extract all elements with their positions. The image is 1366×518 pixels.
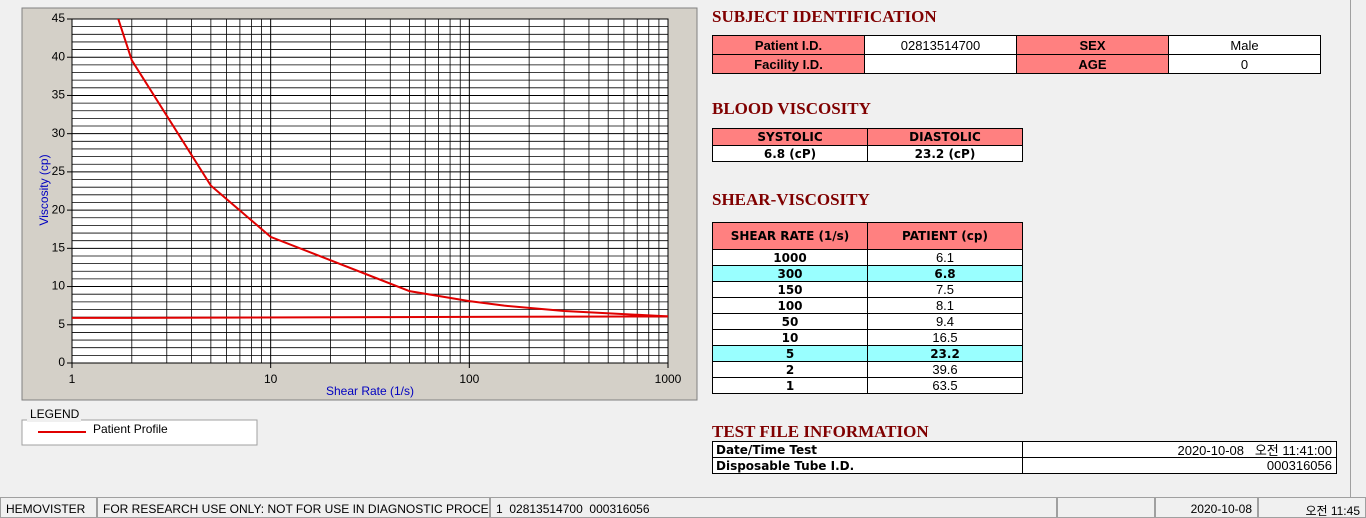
- table-value: 23.2 (cP): [867, 145, 1023, 162]
- grid: [71, 18, 669, 364]
- field-label: Disposable Tube I.D.: [712, 457, 1023, 474]
- legend-label: Patient Profile: [93, 422, 168, 436]
- viscosity-value: 16.5: [867, 329, 1023, 346]
- viscosity-value: 63.5: [867, 377, 1023, 394]
- field-label: SEX: [1016, 35, 1169, 55]
- y-tick-label: 5: [58, 317, 65, 331]
- status-cell: FOR RESEARCH USE ONLY: NOT FOR USE IN DI…: [97, 497, 490, 518]
- x-axis-label: Shear Rate (1/s): [326, 384, 414, 398]
- y-tick-label: 15: [52, 241, 66, 255]
- field-value: 000316056: [1022, 457, 1337, 474]
- shear-rate: 150: [712, 281, 868, 298]
- y-tick-label: 40: [52, 49, 66, 63]
- viscosity-value: 9.4: [867, 313, 1023, 330]
- shear-rate: 2: [712, 361, 868, 378]
- table-value: 6.8 (cP): [712, 145, 868, 162]
- viscosity-value: 23.2: [867, 345, 1023, 362]
- section-title: SHEAR-VISCOSITY: [712, 190, 870, 209]
- x-tick-label: 1: [69, 372, 76, 386]
- shear-rate: 1000: [712, 249, 868, 266]
- status-cell: 2020-10-08: [1155, 497, 1258, 518]
- x-tick-label: 100: [459, 372, 479, 386]
- y-tick-label: 30: [52, 126, 66, 140]
- table-header: SHEAR RATE (1/s): [712, 222, 868, 250]
- legend-title-bg: [27, 408, 81, 422]
- viscosity-value: 8.1: [867, 297, 1023, 314]
- x-tick-label: 10: [264, 372, 278, 386]
- shear-rate: 100: [712, 297, 868, 314]
- y-axis-label: Viscosity (cp): [37, 154, 51, 225]
- section-title: TEST FILE INFORMATION: [712, 422, 929, 441]
- divider: [1350, 0, 1351, 497]
- status-cell: 1 02813514700 000316056: [490, 497, 1057, 518]
- data-line: [72, 315, 668, 319]
- section-title: BLOOD VISCOSITY: [712, 99, 871, 118]
- shear-rate: 300: [712, 265, 868, 282]
- shear-rate: 1: [712, 377, 868, 394]
- y-tick-label: 25: [52, 164, 66, 178]
- plot-area: [71, 18, 669, 364]
- x-tick-label: 1000: [655, 372, 682, 386]
- status-cell: 오전 11:45: [1258, 497, 1366, 518]
- viscosity-value: 6.1: [867, 249, 1023, 266]
- field-label: Facility I.D.: [712, 54, 865, 74]
- shear-rate: 50: [712, 313, 868, 330]
- field-value: 0: [1168, 54, 1321, 74]
- y-tick-label: 0: [58, 355, 65, 369]
- status-cell: [1057, 497, 1155, 518]
- legend-title: LEGEND: [30, 407, 80, 421]
- chart: Shear Rate (1/s) Viscosity (cp) LEGEND 0…: [21, 7, 698, 446]
- y-tick-label: 20: [52, 202, 66, 216]
- table-header: SYSTOLIC: [712, 128, 868, 146]
- section-title: SUBJECT IDENTIFICATION: [712, 7, 937, 26]
- field-value: Male: [1168, 35, 1321, 55]
- viscosity-value: 7.5: [867, 281, 1023, 298]
- shear-rate: 10: [712, 329, 868, 346]
- shear-rate: 5: [712, 345, 868, 362]
- field-value: 2020-10-08 오전 11:41:00: [1022, 441, 1337, 458]
- table-header: PATIENT (cp): [867, 222, 1023, 250]
- status-cell: HEMOVISTER: [0, 497, 97, 518]
- field-value: 02813514700: [864, 35, 1017, 55]
- y-tick-label: 45: [52, 11, 66, 25]
- data-line: [117, 19, 668, 318]
- field-value: [864, 54, 1017, 74]
- field-label: Patient I.D.: [712, 35, 865, 55]
- y-tick-label: 35: [52, 88, 66, 102]
- y-tick-label: 10: [52, 279, 66, 293]
- field-label: AGE: [1016, 54, 1169, 74]
- viscosity-value: 6.8: [867, 265, 1023, 282]
- viscosity-value: 39.6: [867, 361, 1023, 378]
- field-label: Date/Time Test: [712, 441, 1023, 458]
- table-header: DIASTOLIC: [867, 128, 1023, 146]
